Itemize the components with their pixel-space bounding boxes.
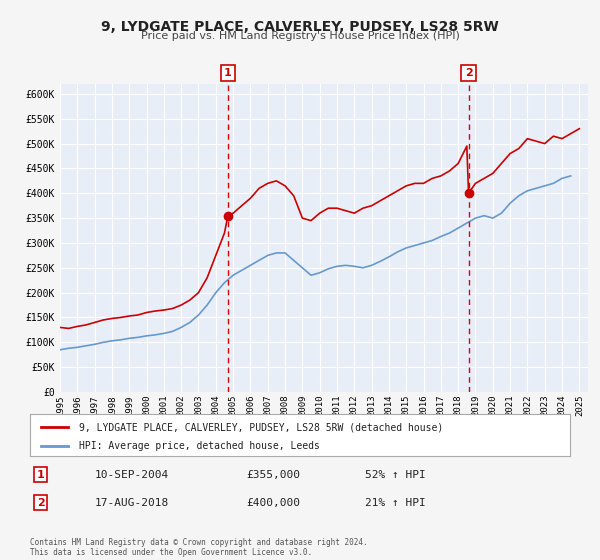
Text: £400,000: £400,000 — [246, 498, 300, 507]
Text: Contains HM Land Registry data © Crown copyright and database right 2024.
This d: Contains HM Land Registry data © Crown c… — [30, 538, 368, 557]
Text: Price paid vs. HM Land Registry's House Price Index (HPI): Price paid vs. HM Land Registry's House … — [140, 31, 460, 41]
Text: £355,000: £355,000 — [246, 470, 300, 479]
Text: 2: 2 — [37, 498, 44, 507]
Text: 2: 2 — [464, 68, 472, 78]
Text: 10-SEP-2004: 10-SEP-2004 — [95, 470, 169, 479]
Text: 17-AUG-2018: 17-AUG-2018 — [95, 498, 169, 507]
Text: 1: 1 — [224, 68, 232, 78]
Text: 1: 1 — [37, 470, 44, 479]
Text: 21% ↑ HPI: 21% ↑ HPI — [365, 498, 425, 507]
Text: 9, LYDGATE PLACE, CALVERLEY, PUDSEY, LS28 5RW: 9, LYDGATE PLACE, CALVERLEY, PUDSEY, LS2… — [101, 20, 499, 34]
Text: 52% ↑ HPI: 52% ↑ HPI — [365, 470, 425, 479]
Text: 9, LYDGATE PLACE, CALVERLEY, PUDSEY, LS28 5RW (detached house): 9, LYDGATE PLACE, CALVERLEY, PUDSEY, LS2… — [79, 422, 443, 432]
Text: HPI: Average price, detached house, Leeds: HPI: Average price, detached house, Leed… — [79, 441, 319, 451]
